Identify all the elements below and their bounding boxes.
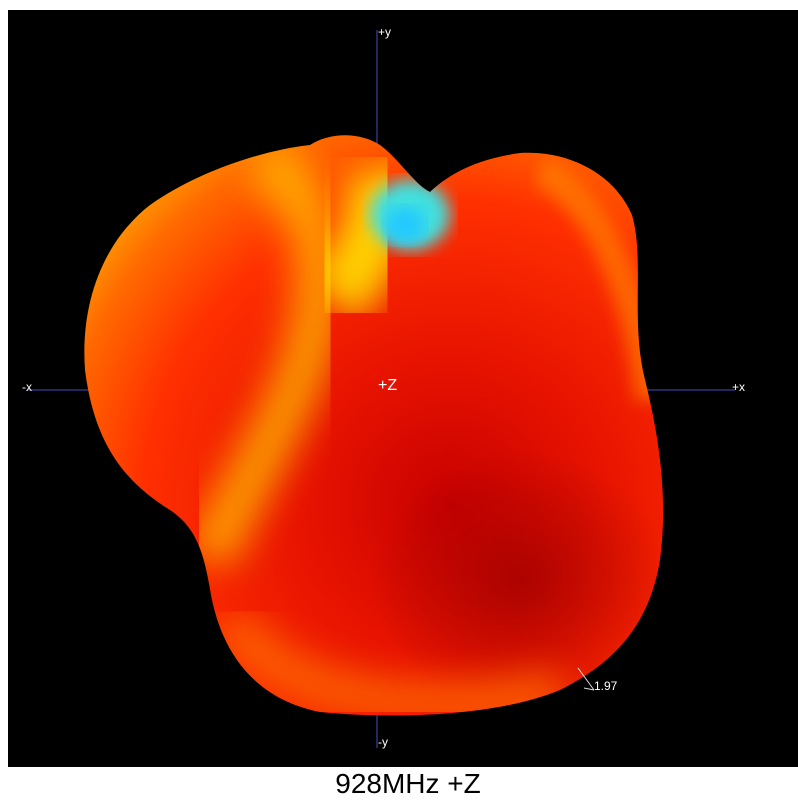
pattern-highlight: [185, 138, 345, 568]
caption: 928MHz +Z: [335, 768, 481, 799]
axis-label: +x: [732, 380, 745, 394]
max-marker-arrow: [577, 667, 595, 691]
pattern-shade: [370, 450, 664, 710]
max-marker-label: 1.97: [594, 679, 618, 693]
axis-label: +y: [378, 25, 391, 39]
axis-label: -y: [378, 735, 388, 749]
radiation-pattern: [84, 135, 664, 716]
max-marker-arrow: [583, 687, 595, 691]
pattern-null: [385, 207, 425, 243]
pattern-highlight: [304, 163, 417, 325]
pattern-edge: [213, 608, 565, 716]
axis-label: -x: [22, 380, 32, 394]
center-label: +Z: [378, 377, 397, 394]
